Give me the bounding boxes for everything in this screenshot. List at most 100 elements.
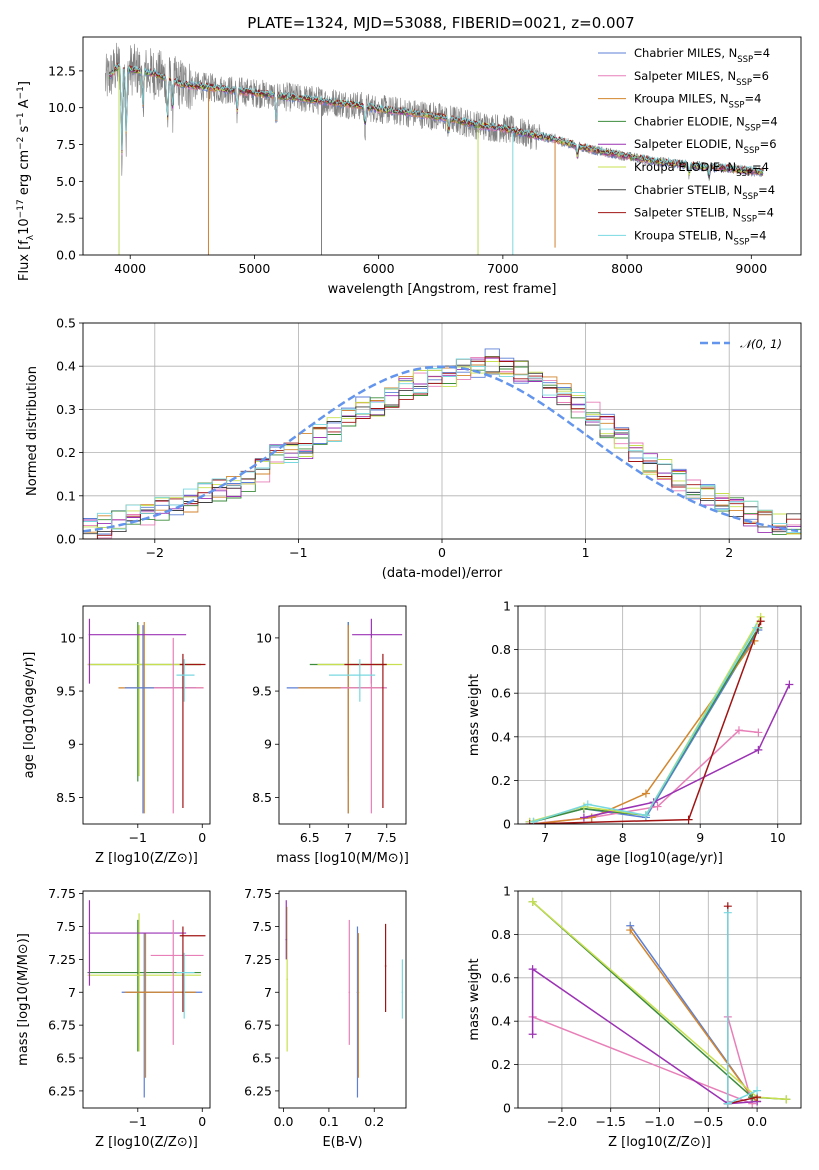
x-tick-label: 7	[541, 830, 549, 845]
y-tick-label: 7.5	[56, 137, 76, 152]
legend-suffix: =6	[760, 137, 777, 151]
ylabel-part: s	[17, 125, 32, 136]
weight_vs_age-plot	[525, 612, 794, 824]
y-tick-label: 7.75	[244, 886, 272, 901]
legend-label: Chabrier MILES, NSSP=4	[634, 46, 770, 65]
legend-suffix: =6	[752, 69, 769, 83]
y-tick-label: 7.5	[252, 919, 272, 934]
mass_vs_Z-frame	[82, 890, 211, 1109]
weight-line	[533, 640, 756, 824]
x-tick-label: 6000	[363, 261, 395, 276]
y-tick-label: 0	[503, 817, 511, 832]
normal-legend-label: 𝒩(0, 1)	[740, 337, 782, 351]
data-point	[88, 633, 91, 636]
legend-suffix: =4	[758, 183, 775, 197]
data-point	[384, 965, 387, 967]
ylabel-part: ]	[17, 81, 32, 86]
residuals-xlabel: (data-model)/error	[382, 566, 503, 581]
legend-sub: SSP	[734, 237, 750, 247]
x-tick-label: 0	[438, 545, 446, 560]
y-tick-label: 6.5	[252, 1051, 272, 1066]
x-tick-label: 2	[725, 545, 733, 560]
legend-suffix: =4	[761, 114, 778, 128]
spectrum-xlabel: wavelength [Angstrom, rest frame]	[328, 282, 557, 297]
mass_vs_ebv-axes: 0.0 0.1 0.2 6.25 6.5 6.75 7 7.25 7.5 7.75	[244, 886, 384, 1129]
x-tick-label: 6.5	[300, 830, 320, 845]
legend-label: Salpeter ELODIE, NSSP=6	[634, 137, 777, 156]
legend-sub: SSP	[729, 101, 745, 111]
legend-suffix: =4	[752, 160, 769, 174]
x-tick-label: 1	[582, 545, 590, 560]
age_vs_mass-xlabel: mass [log10(M/M⊙)]	[276, 851, 409, 866]
y-tick-label: 0.4	[56, 359, 76, 374]
y-tick-label: 1	[503, 884, 511, 899]
data-point	[142, 687, 144, 689]
legend-name: Kroupa STELIB, N	[634, 228, 734, 242]
ylabel-part: Flux [f	[17, 240, 32, 281]
mass_vs_ebv-xlabel: E(B-V)	[322, 1135, 362, 1150]
y-tick-label: 6.75	[48, 1018, 76, 1033]
weight-line	[529, 729, 759, 824]
y-tick-label: 7.25	[244, 952, 272, 967]
weight-marker	[723, 1099, 732, 1108]
legend-sub: SSP	[736, 169, 752, 179]
y-tick-label: 0.8	[491, 642, 511, 657]
y-tick-label: 5.0	[56, 174, 76, 189]
residuals-plot	[83, 348, 801, 539]
x-tick-label: −1.0	[644, 1114, 674, 1129]
weight-line	[532, 1016, 754, 1105]
legend-label: Chabrier ELODIE, NSSP=4	[634, 114, 778, 133]
spectrum-axes: 4000 5000 6000 7000 8000 9000 0.0 2.5 5.0 7.5 10.0…	[48, 63, 767, 276]
weight-marker	[653, 802, 662, 811]
legend-name: Chabrier STELIB, N	[634, 183, 742, 197]
weight-line	[727, 906, 758, 1105]
x-tick-label: 9	[696, 830, 704, 845]
data-point	[138, 974, 140, 976]
weight_vs_Z-ylabel: mass weight	[467, 958, 482, 1040]
weight-marker	[583, 800, 592, 809]
x-tick-label: −1	[289, 545, 307, 560]
data-point	[172, 687, 175, 689]
y-tick-label: 0.8	[491, 927, 511, 942]
legend-suffix: =4	[757, 206, 774, 220]
legend-name: Chabrier ELODIE, N	[634, 114, 745, 128]
figure-title: PLATE=1324, MJD=53088, FIBERID=0021, z=0…	[247, 14, 634, 32]
legend-sub: SSP	[742, 192, 758, 202]
legend-name: Salpeter ELODIE, N	[634, 137, 744, 151]
weight-marker	[579, 813, 588, 822]
legend-label: Salpeter STELIB, NSSP=4	[634, 206, 774, 225]
y-tick-label: 9.5	[56, 684, 76, 699]
legend-label: Salpeter MILES, NSSP=6	[634, 69, 769, 88]
legend-label: Kroupa MILES, NSSP=4	[634, 92, 761, 111]
residual-histogram	[83, 356, 801, 539]
normal-curve	[83, 365, 799, 533]
x-tick-label: 0	[198, 830, 206, 845]
mass_vs_ebv-frame	[278, 890, 407, 1109]
y-tick-label: 0.0	[56, 532, 76, 547]
y-tick-label: 2.5	[56, 211, 76, 226]
data-point	[382, 663, 384, 666]
x-tick-label: 8000	[611, 261, 643, 276]
mass_vs_Z-xlabel: Z [log10(Z/Z⊙)]	[95, 1135, 198, 1150]
y-tick-label: 0.1	[56, 488, 76, 503]
data-point	[88, 932, 91, 934]
x-tick-label: 0.1	[319, 1114, 339, 1129]
data-point	[183, 971, 186, 974]
weight-marker	[528, 897, 537, 906]
y-tick-label: 12.5	[48, 63, 76, 78]
age_vs_mass-plot	[286, 618, 403, 814]
x-tick-label: −1	[129, 1114, 147, 1129]
data-point	[183, 674, 186, 676]
weight-marker	[785, 680, 794, 689]
residuals-frame	[82, 322, 802, 540]
weight_vs_age-frame	[517, 605, 802, 825]
weight-line	[533, 627, 760, 823]
weight-line	[531, 967, 758, 1105]
x-tick-label: 5000	[239, 261, 271, 276]
weight-marker	[684, 815, 693, 824]
age_vs_mass-axes: 6.5 7 7.5 8.5 9 9.5 10	[252, 630, 397, 845]
legend-name: Salpeter STELIB, N	[634, 206, 741, 220]
weight_vs_Z-frame	[517, 890, 802, 1109]
y-tick-label: 0.4	[491, 1014, 511, 1029]
weight_vs_Z-axes: −2.0 −1.5 −1.0 −0.5 0.0 0 0.2 0.4 0.6 0.8 1	[491, 884, 801, 1129]
